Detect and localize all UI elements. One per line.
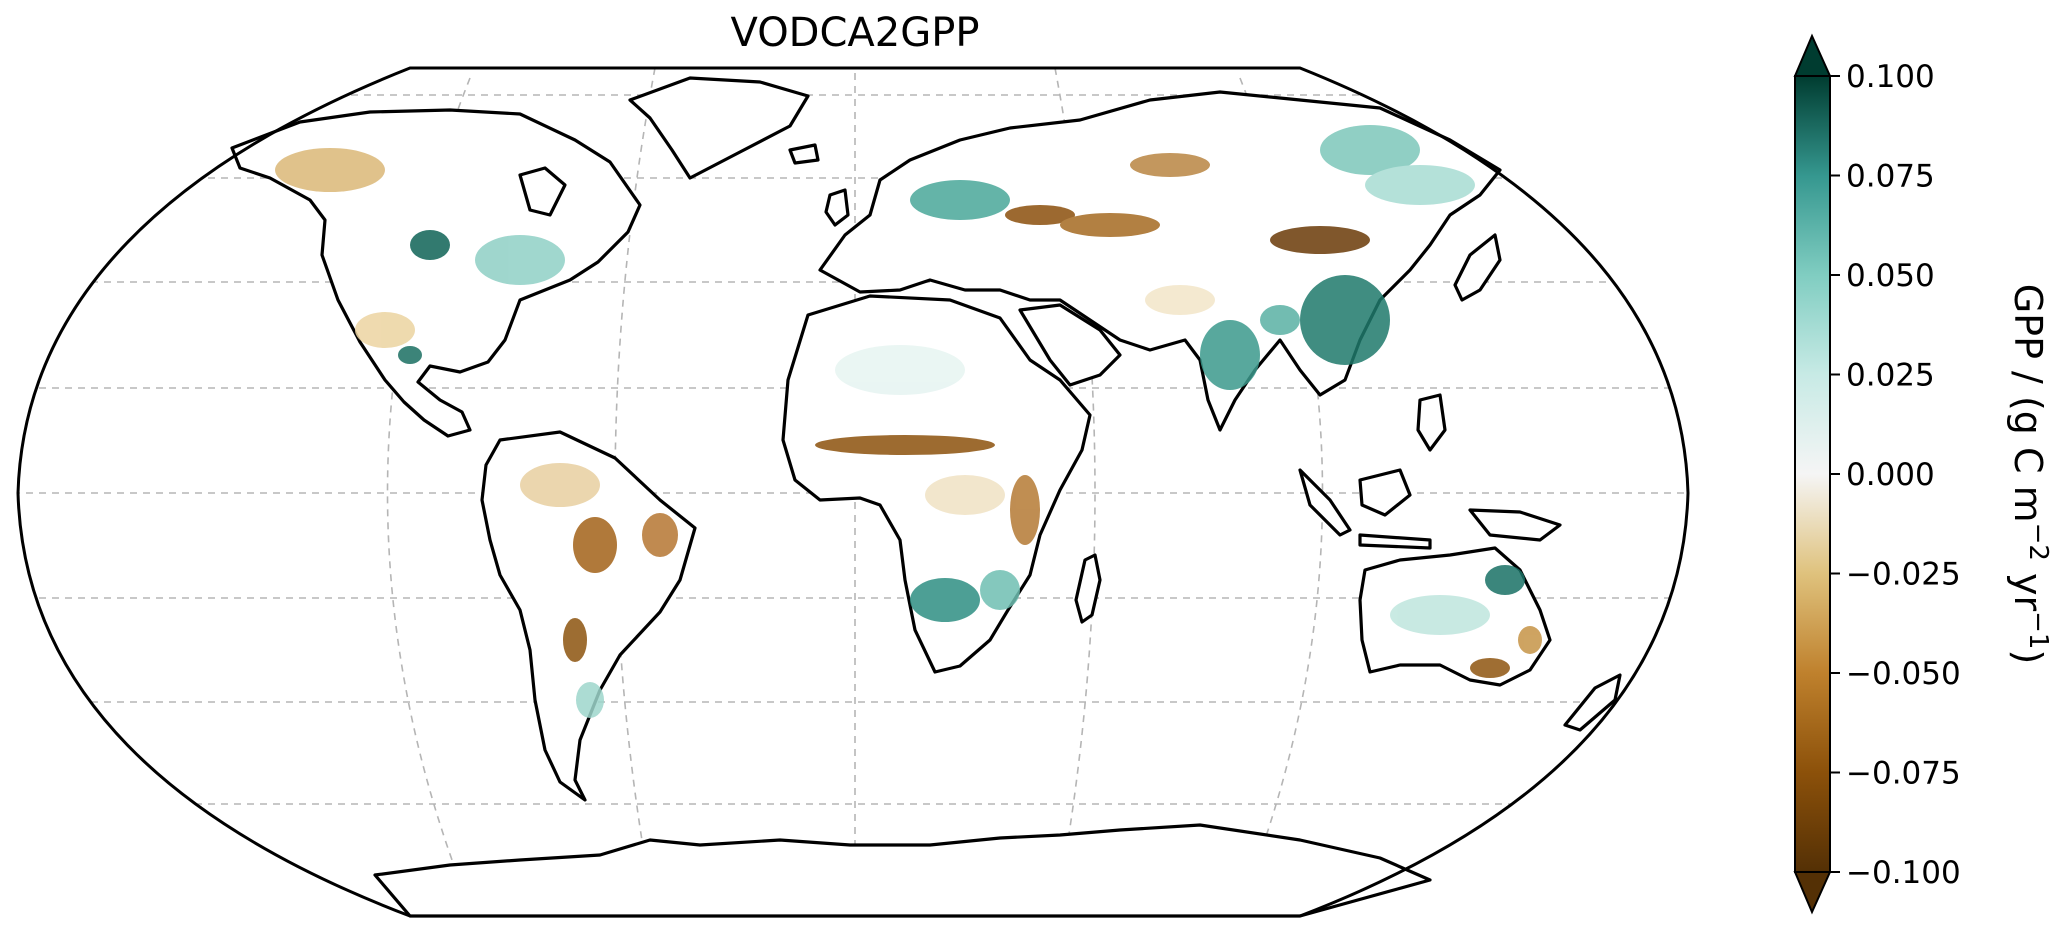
colorbar-label-main: GPP / (g C m [2006, 284, 2050, 523]
colorbar-tick-label: −0.100 [1846, 855, 1961, 891]
colorbar-tick-label: 0.025 [1846, 358, 1935, 394]
gpp-patch [835, 345, 965, 395]
colorbar: 0.100 0.075 0.050 0.025 0.000 −0.025 −0.050 −0.… [1793, 33, 2053, 915]
colorbar-gradient [1794, 75, 1831, 873]
colorbar-ticks: 0.100 0.075 0.050 0.025 0.000 −0.025 −0.050 −0.… [1830, 59, 1961, 891]
colorbar-label-exp2: −1 [2023, 611, 2053, 649]
japan [1453, 233, 1502, 302]
gpp-patch [573, 517, 617, 573]
colorbar-tick-label: 0.050 [1846, 258, 1935, 294]
gpp-patch [275, 148, 385, 192]
gpp-patch [520, 463, 600, 507]
globe-outline [16, 66, 1690, 918]
gpp-anomaly-field [275, 125, 1542, 718]
colorbar-label-mid: yr [2006, 561, 2050, 612]
hudson-bay-island [518, 166, 567, 217]
gpp-patch [1130, 153, 1210, 177]
colorbar-tick-label: 0.100 [1846, 59, 1935, 95]
colorbar-extend-min [1793, 871, 1832, 915]
gpp-patch [925, 475, 1005, 515]
gpp-patch [1365, 165, 1475, 205]
gpp-patch [1010, 475, 1040, 545]
gpp-patch [910, 578, 980, 622]
new-guinea [1468, 508, 1562, 542]
gpp-patch [1200, 320, 1260, 390]
uk [824, 188, 850, 227]
gpp-patch [475, 235, 565, 285]
gpp-patch [1260, 305, 1300, 335]
gpp-patch [355, 312, 415, 348]
philippines [1416, 393, 1447, 452]
map-title: VODCA2GPP [731, 10, 980, 56]
colorbar-label-exp1: −2 [2023, 523, 2053, 561]
gpp-patch [980, 570, 1020, 610]
gpp-patch [1485, 565, 1525, 595]
borneo [1358, 468, 1412, 517]
south-america [480, 430, 697, 802]
iceland [788, 143, 820, 165]
colorbar-tick-label: −0.075 [1846, 756, 1961, 792]
madagascar [1074, 553, 1102, 624]
gpp-patch [410, 230, 450, 260]
gpp-patch [1390, 595, 1490, 635]
sumatra [1298, 468, 1352, 537]
colorbar-tick-label: −0.050 [1846, 656, 1961, 692]
colorbar-tick-label: −0.025 [1846, 557, 1961, 593]
gpp-patch [398, 346, 422, 364]
java [1358, 533, 1432, 550]
gpp-patch [815, 435, 995, 455]
gpp-patch [642, 513, 678, 557]
colorbar-tick-label: 0.075 [1846, 159, 1935, 195]
map-panel [16, 66, 1690, 918]
gpp-patch [563, 618, 587, 662]
colorbar-tick-label: 0.000 [1846, 457, 1935, 493]
new-zealand [1563, 673, 1622, 732]
gpp-patch [1060, 213, 1160, 237]
arabian-peninsula [1018, 303, 1122, 387]
greenland [628, 76, 810, 180]
colorbar-extend-max [1793, 33, 1832, 77]
gpp-patch [910, 180, 1010, 220]
gpp-patch [1005, 205, 1075, 225]
colorbar-label-close: ) [2006, 649, 2050, 664]
gpp-patch [1270, 226, 1370, 254]
gpp-patch [576, 682, 604, 718]
meridian-line [614, 68, 656, 916]
gpp-patch [1320, 125, 1420, 175]
antarctica [373, 823, 1432, 918]
gpp-patch [1518, 626, 1542, 654]
gpp-patch [1145, 285, 1215, 315]
continents [230, 76, 1622, 918]
gpp-patch [1300, 275, 1390, 365]
gpp-patch [1470, 658, 1510, 678]
colorbar-label: GPP / (g C m−2 yr−1) [2006, 284, 2053, 665]
meridian-line [1054, 68, 1096, 916]
